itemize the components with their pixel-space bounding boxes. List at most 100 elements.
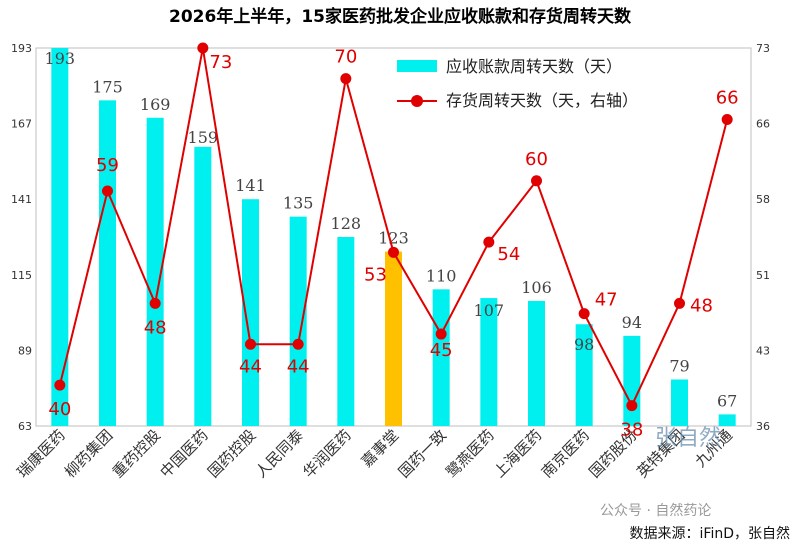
left-tick-label: 141 xyxy=(11,193,32,206)
bar xyxy=(385,251,402,426)
category-label: 国药控股 xyxy=(204,426,259,481)
bar-value-label: 79 xyxy=(669,356,689,375)
category-label: 中国医药 xyxy=(156,426,211,481)
bar xyxy=(337,237,355,426)
line-marker xyxy=(721,114,733,126)
chart-title: 2026年上半年，15家医药批发企业应收账款和存货周转天数 xyxy=(169,6,632,27)
legend: 应收账款周转天数（天） 存货周转天数（天，右轴） xyxy=(397,57,638,110)
line-value-label: 44 xyxy=(239,356,262,377)
point-labels: 40 59 48 73 44 44 70 53 45 54 60 47 38 48 66 xyxy=(48,47,738,441)
bar xyxy=(146,117,164,427)
bar xyxy=(51,48,69,426)
line-marker xyxy=(340,73,352,85)
bar xyxy=(528,300,545,426)
line-value-label: 38 xyxy=(620,420,643,441)
category-label: 国药一致 xyxy=(395,426,450,481)
right-tick-label: 43 xyxy=(756,344,770,357)
watermark-account: 公众号 · 自然药论 xyxy=(600,502,711,519)
bar-value-label: 94 xyxy=(622,313,642,332)
bar xyxy=(242,199,259,426)
line-value-label: 70 xyxy=(334,47,357,68)
line-marker xyxy=(149,297,161,309)
line-value-label: 48 xyxy=(690,295,713,316)
source-text: 数据来源：iFinD，张自然 xyxy=(630,525,790,542)
watermark-name: 张自然 xyxy=(655,426,721,451)
line-marker xyxy=(531,175,542,187)
bar xyxy=(718,414,736,426)
legend-line-label: 存货周转天数（天，右轴） xyxy=(446,91,638,110)
left-tick-label: 167 xyxy=(11,118,32,131)
bar-value-label: 106 xyxy=(521,278,552,297)
bar-labels: 193 175 169 159 141 135 128 123 110 107 106 98 94 79 6… xyxy=(45,49,738,410)
line-value-label: 40 xyxy=(48,399,71,420)
line-value-label: 54 xyxy=(497,244,520,265)
line-value-label: 66 xyxy=(716,88,739,109)
bar-value-label: 141 xyxy=(235,176,266,195)
right-tick-label: 66 xyxy=(756,118,770,131)
category-label: 上海医药 xyxy=(490,426,545,481)
line-marker xyxy=(626,400,638,412)
category-label: 嘉事堂 xyxy=(358,426,403,471)
category-label: 瑞康医药 xyxy=(13,426,68,481)
bar-value-label: 107 xyxy=(474,301,505,320)
bar xyxy=(289,216,307,426)
category-label: 南京医药 xyxy=(538,426,593,481)
line-series xyxy=(54,42,733,412)
bar xyxy=(480,298,498,426)
category-label: 人民同泰 xyxy=(252,426,307,481)
bar xyxy=(623,335,641,426)
line-value-label: 59 xyxy=(96,155,119,176)
right-tick-label: 51 xyxy=(756,269,770,282)
bar xyxy=(432,289,450,426)
legend-bar-label: 应收账款周转天数（天） xyxy=(446,57,622,76)
bar-value-label: 123 xyxy=(378,229,409,248)
line-marker xyxy=(483,236,495,248)
line-marker xyxy=(197,42,209,54)
right-tick-label: 73 xyxy=(756,42,770,55)
line-value-label: 53 xyxy=(364,264,387,285)
bar-value-label: 159 xyxy=(188,128,219,147)
category-label: 华润医药 xyxy=(299,426,354,481)
line-value-label: 48 xyxy=(144,317,167,338)
bar-value-label: 110 xyxy=(426,266,457,285)
line-value-label: 73 xyxy=(209,52,232,73)
bar-value-label: 175 xyxy=(92,77,123,96)
category-label: 柳药集团 xyxy=(61,426,116,481)
bar-value-label: 98 xyxy=(574,335,594,354)
bar-value-label: 67 xyxy=(717,391,737,410)
line-value-label: 60 xyxy=(525,149,548,170)
line-marker xyxy=(54,379,66,391)
bar xyxy=(671,379,688,426)
category-label: 国药股份 xyxy=(585,426,640,481)
legend-bar-swatch xyxy=(397,60,437,72)
bar xyxy=(575,324,593,426)
line-value-label: 47 xyxy=(595,290,618,311)
right-axis: 73 66 58 51 43 36 xyxy=(756,42,770,433)
legend-line-marker xyxy=(411,95,423,107)
right-tick-label: 58 xyxy=(756,193,770,206)
bar xyxy=(99,100,116,426)
line-marker xyxy=(578,308,590,320)
left-tick-label: 115 xyxy=(11,269,32,282)
line-marker xyxy=(292,338,304,350)
category-label: 重药控股 xyxy=(109,426,164,481)
line-marker xyxy=(435,328,447,340)
bar xyxy=(194,146,212,426)
bar-value-label: 128 xyxy=(331,214,362,233)
line-marker xyxy=(388,246,399,258)
bar-value-label: 135 xyxy=(283,194,314,213)
left-axis: 193 167 141 115 89 63 xyxy=(11,42,32,433)
category-label: 鹭燕医药 xyxy=(442,426,497,481)
left-tick-label: 89 xyxy=(18,344,32,357)
bar-value-label: 193 xyxy=(45,49,76,68)
line-value-label: 44 xyxy=(287,356,310,377)
left-tick-label: 193 xyxy=(11,42,32,55)
line-marker xyxy=(102,185,113,197)
line-marker xyxy=(674,297,685,309)
line-value-label: 45 xyxy=(430,340,453,361)
line-marker xyxy=(245,338,256,350)
right-tick-label: 36 xyxy=(756,420,770,433)
left-tick-label: 63 xyxy=(18,420,32,433)
